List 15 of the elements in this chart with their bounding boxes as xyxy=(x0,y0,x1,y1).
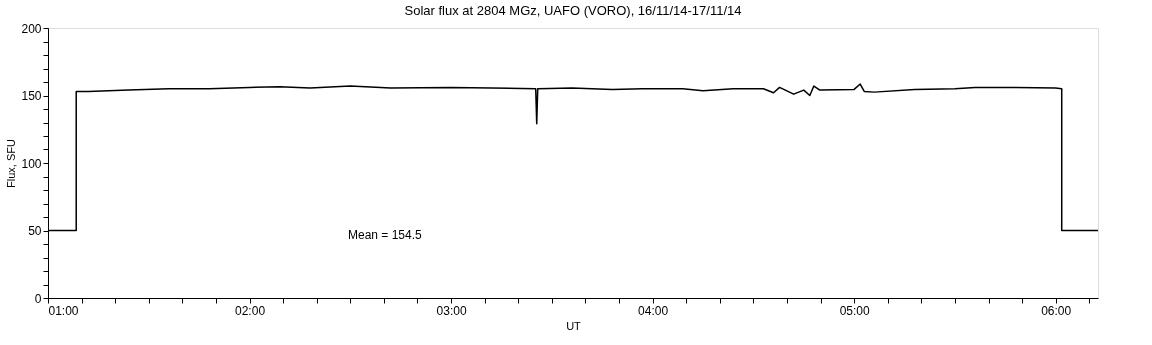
x-tick-label: 03:00 xyxy=(436,303,467,318)
y-tick-label: 50 xyxy=(28,224,42,238)
x-tick-label: 05:00 xyxy=(839,303,870,318)
x-axis-title: UT xyxy=(566,319,582,332)
annotation: Mean = 154.5 xyxy=(348,228,423,242)
y-axis-title: Flux, SFU xyxy=(5,139,18,188)
y-tick-label: 100 xyxy=(21,156,42,171)
x-tick-label: 06:00 xyxy=(1041,303,1072,318)
x-tick-label: 02:00 xyxy=(235,303,266,318)
x-tick-label: 04:00 xyxy=(638,303,669,318)
x-tick-label: 01:00 xyxy=(48,303,79,318)
chart-title: Solar flux at 2804 MGz, UAFO (VORO), 16/11/14-17/11/14 xyxy=(404,3,742,18)
y-tick-label: 0 xyxy=(34,291,42,306)
y-tick-label: 150 xyxy=(21,89,42,103)
y-tick-label: 200 xyxy=(21,21,42,36)
